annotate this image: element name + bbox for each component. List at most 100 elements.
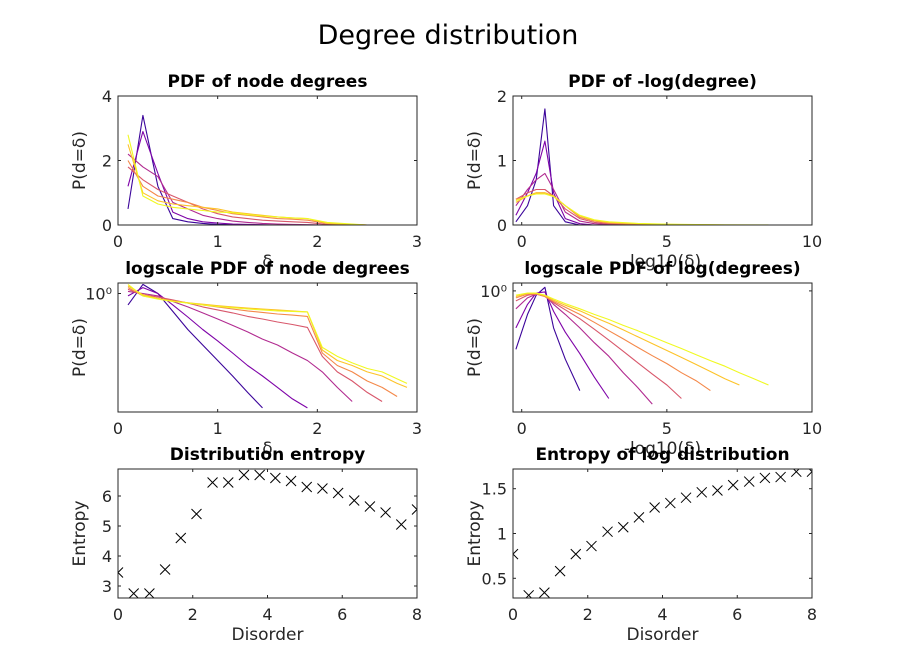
series-line-5: [515, 293, 711, 392]
x-tick-label: 1: [213, 419, 223, 438]
x-tick-label: 5: [662, 232, 672, 251]
series-line-2: [515, 291, 610, 399]
data-point: [144, 588, 155, 598]
data-point: [727, 479, 739, 491]
data-point: [395, 519, 407, 530]
data-point: [238, 469, 250, 481]
data-point: [380, 507, 391, 518]
x-tick-label: 2: [312, 232, 322, 251]
plot-pdf-neg-log-degree: 0 5 10 0 1 2 PDF of -log(degree) -log10(δ) P(d=δ…: [465, 72, 822, 272]
y-tick-label: 1: [497, 152, 507, 171]
y-axis-label: Entropy: [70, 500, 90, 566]
x-axis-label: Disorder: [231, 625, 303, 645]
data-point: [128, 588, 140, 598]
data-point: [207, 477, 218, 488]
subplot-title: logscale PDF of node degrees: [125, 259, 410, 279]
axes-frame: [117, 468, 418, 599]
y-tick-label: 1: [497, 525, 507, 544]
plot-entropy-log-distribution: 0 2 4 6 8 0.5 1 1.5 Entropy of log distribution D…: [465, 445, 817, 645]
x-tick-label: 10: [802, 419, 822, 438]
subplot-title: Entropy of log distribution: [535, 445, 789, 465]
axes-frame: [512, 468, 813, 599]
series-line-4: [127, 288, 383, 402]
x-tick-label: 0: [517, 232, 527, 251]
data-point: [539, 587, 550, 598]
data-point: [513, 548, 519, 560]
series-line-5: [127, 287, 398, 397]
series-line-1: [127, 114, 407, 225]
data-layer: [513, 469, 812, 598]
data-point: [348, 495, 360, 506]
axes-frame: [512, 282, 813, 413]
data-layer: [127, 283, 408, 409]
series-line-5: [127, 160, 407, 225]
data-point: [175, 532, 187, 544]
y-tick-label: 0: [497, 216, 507, 235]
y-axis-label: Entropy: [465, 500, 485, 566]
y-tick-label: 6: [102, 487, 112, 506]
data-point: [790, 469, 802, 478]
y-tick-label: 10⁰: [85, 285, 112, 304]
y-axis-label: P(d=δ): [465, 131, 485, 190]
series-line-7: [515, 292, 769, 386]
series-line-1: [515, 108, 769, 225]
data-point: [775, 471, 786, 483]
y-tick-label: 1.5: [482, 480, 507, 499]
y-axis-label: P(d=δ): [70, 318, 90, 377]
data-point: [254, 469, 266, 481]
x-axis-label: δ: [262, 439, 272, 459]
series-line-2: [127, 287, 308, 409]
y-tick-label: 5: [102, 517, 112, 536]
data-point: [364, 501, 376, 512]
x-tick-label: 4: [262, 605, 272, 624]
series-line-3: [127, 153, 407, 225]
y-tick-label: 3: [102, 577, 112, 596]
subplot-title: Distribution entropy: [170, 445, 365, 465]
data-point: [696, 486, 708, 498]
x-tick-label: 3: [412, 232, 422, 251]
data-point: [602, 526, 613, 538]
x-tick-label: 6: [732, 605, 742, 624]
x-tick-label: 0: [517, 419, 527, 438]
series-line-5: [515, 192, 769, 225]
series-line-2: [515, 140, 769, 225]
data-point: [617, 521, 629, 533]
data-point: [649, 502, 661, 513]
x-tick-label: 0: [113, 232, 123, 251]
x-tick-label: 2: [583, 605, 593, 624]
series-line-7: [127, 134, 407, 225]
x-tick-label: 0: [113, 605, 123, 624]
figure-title: Degree distribution: [318, 20, 579, 51]
x-tick-label: 10: [802, 232, 822, 251]
data-point: [118, 567, 124, 578]
series-line-1: [127, 283, 263, 409]
data-point: [680, 492, 692, 504]
x-axis-label: Disorder: [626, 625, 698, 645]
series-line-1: [515, 286, 581, 391]
data-layer: [118, 469, 417, 598]
y-tick-label: 4: [102, 87, 112, 106]
y-axis-label: P(d=δ): [70, 131, 90, 190]
data-layer: [515, 108, 769, 225]
axes-frame: [117, 282, 418, 413]
series-line-6: [515, 192, 769, 225]
subplot-title: logscale PDF of log(degrees): [524, 259, 800, 279]
series-line-4: [515, 188, 769, 225]
subplot-title: PDF of -log(degree): [568, 72, 757, 92]
x-tick-label: 8: [412, 605, 422, 624]
data-point: [269, 472, 281, 484]
x-axis-label: δ: [262, 252, 272, 272]
x-tick-label: 4: [657, 605, 667, 624]
data-point: [159, 564, 171, 575]
subplot-title: PDF of node degrees: [168, 72, 368, 92]
y-tick-label: 0.5: [482, 569, 507, 588]
x-tick-label: 2: [188, 605, 198, 624]
x-tick-label: 2: [312, 419, 322, 438]
y-tick-label: 10⁰: [480, 282, 507, 301]
data-point: [191, 508, 202, 520]
series-line-7: [127, 283, 408, 384]
y-axis-label: P(d=δ): [465, 318, 485, 377]
plot-distribution-entropy: 0 2 4 6 8 3 4 5 6 Distribution entropy Disorder Ent…: [70, 445, 422, 645]
plot-pdf-node-degrees: 0 1 2 3 0 2 4 PDF of node degrees δ P(d=δ): [70, 72, 422, 272]
